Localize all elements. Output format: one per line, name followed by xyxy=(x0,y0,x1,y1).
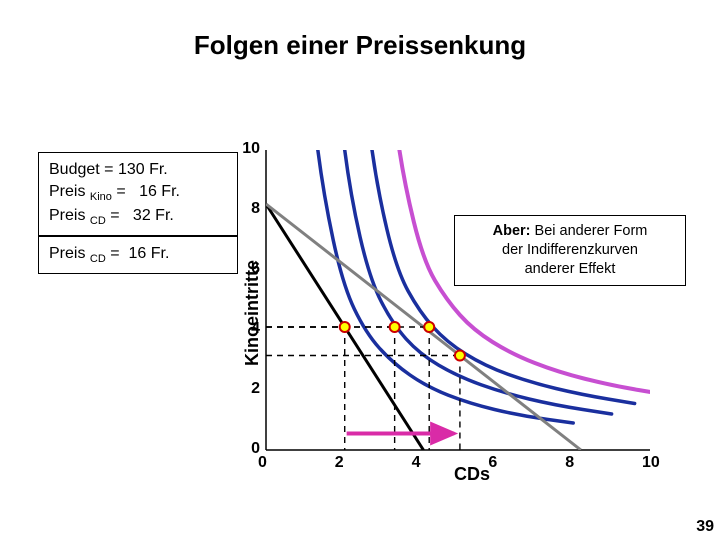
x-axis-label: CDs xyxy=(454,464,490,485)
slide-title: Folgen einer Preissenkung xyxy=(0,30,720,61)
chart-container: Kinoeintritte CDs 02468100246810 xyxy=(230,150,650,475)
budget-info-box: Budget = 130 Fr.Preis Kino = 16 Fr.Preis… xyxy=(38,152,238,236)
indifference-chart xyxy=(230,150,650,470)
slide-root: Folgen einer Preissenkung Budget = 130 F… xyxy=(0,0,720,540)
page-number: 39 xyxy=(696,518,714,536)
new-price-info-box: Preis CD = 16 Fr. xyxy=(38,236,238,274)
